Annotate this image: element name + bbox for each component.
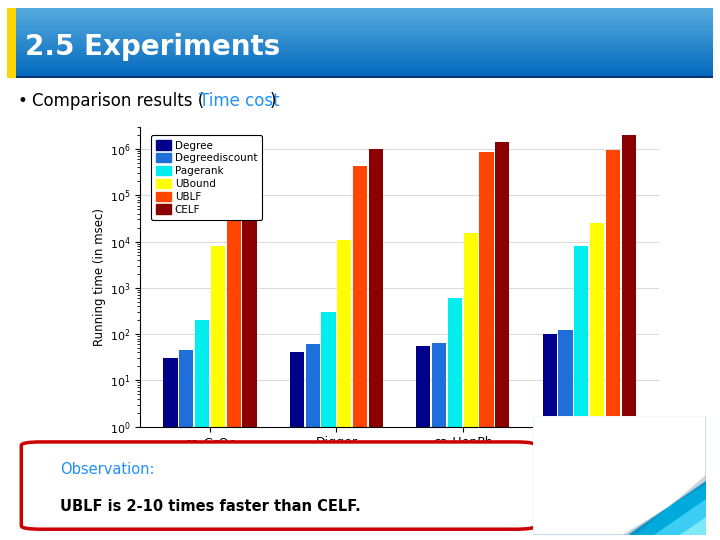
Bar [7,31,713,32]
Bar [7,59,713,60]
Bar [7,49,713,50]
Polygon shape [623,475,706,535]
Bar [7,21,713,22]
Bar [7,36,713,38]
Bar [7,32,713,33]
Bar [495,142,510,540]
Bar [7,35,713,36]
Bar [575,246,588,540]
Bar [305,345,320,540]
Bar [432,343,446,540]
Bar [7,43,713,45]
Bar [606,150,620,540]
Legend: Degree, Degreediscount, Pagerank, UBound, UBLF, CELF: Degree, Degreediscount, Pagerank, UBound… [150,135,263,220]
Bar [337,240,351,540]
Polygon shape [680,517,706,535]
Text: 2.5 Experiments: 2.5 Experiments [24,33,280,60]
Bar [7,67,713,69]
Bar [7,74,713,76]
Bar [7,8,713,10]
Bar [7,69,713,70]
Y-axis label: Running time (in msec): Running time (in msec) [93,208,106,346]
Bar [7,22,713,24]
Bar [7,15,713,17]
Bar [7,52,713,53]
Text: ): ) [270,92,276,110]
Bar [7,62,713,63]
Bar [543,334,557,540]
Bar [7,29,713,31]
Bar [7,63,713,64]
Text: Time cost: Time cost [199,92,280,110]
Bar [353,166,367,540]
Bar [7,66,713,67]
Bar [7,10,713,11]
Bar [7,77,713,78]
Bar [7,26,713,28]
Bar [227,174,240,540]
Bar [7,57,713,59]
Bar [416,346,431,540]
Bar [590,223,604,540]
Bar [7,19,713,21]
Bar [7,53,713,55]
Bar [289,353,304,540]
Bar [7,11,713,12]
Bar [7,73,713,74]
Bar [7,24,713,25]
Bar [559,330,572,540]
Polygon shape [628,481,706,535]
Bar [480,152,494,540]
Bar [195,320,209,540]
Bar [7,64,713,66]
Polygon shape [533,416,706,535]
Bar [7,48,713,49]
Bar [179,350,194,540]
FancyBboxPatch shape [22,442,536,529]
Polygon shape [654,499,706,535]
Polygon shape [533,416,706,535]
Bar [7,33,713,35]
Bar [7,8,17,78]
Bar [7,39,713,40]
Bar [7,17,713,18]
Bar [163,358,178,540]
Bar [7,25,713,26]
Bar [243,158,256,540]
Text: Comparison results (: Comparison results ( [32,92,204,110]
Bar [7,55,713,56]
Bar [7,76,713,77]
Text: Observation:: Observation: [60,462,155,477]
Text: UBLF is 2-10 times faster than CELF.: UBLF is 2-10 times faster than CELF. [60,499,361,514]
Bar [7,42,713,43]
Text: •: • [18,92,27,110]
Bar [321,312,336,540]
Bar [464,233,478,540]
Bar [369,149,383,540]
Bar [211,246,225,540]
Bar [7,28,713,29]
Bar [7,71,713,73]
Bar [7,38,713,39]
Bar [7,40,713,42]
Bar [7,12,713,14]
Bar [7,14,713,15]
Bar [7,70,713,71]
Bar [7,45,713,46]
Bar [7,18,713,19]
Bar [7,60,713,62]
Bar [448,298,462,540]
Bar [621,135,636,540]
Bar [7,56,713,57]
Bar [7,46,713,48]
Bar [7,50,713,52]
